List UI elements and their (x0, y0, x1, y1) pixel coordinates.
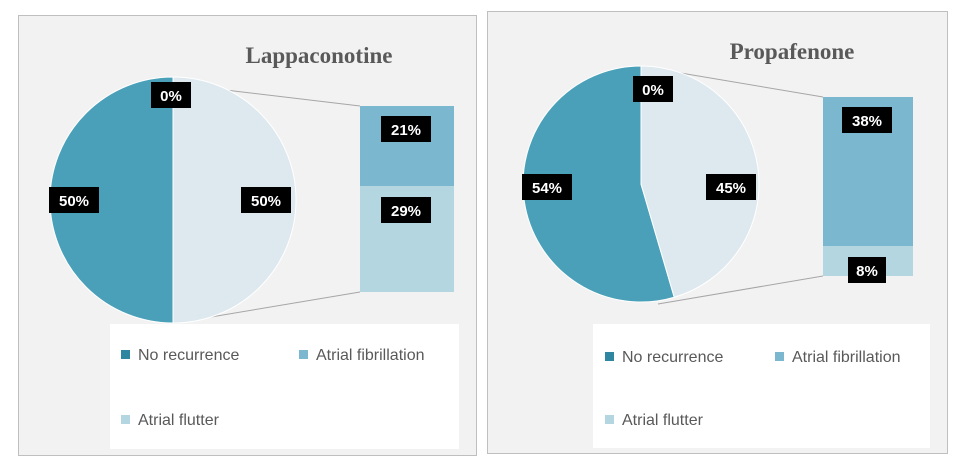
legend-item-no-recurrence: No recurrence (605, 349, 723, 366)
data-label-recurrence: 45% (706, 174, 756, 200)
data-label-text: 0% (160, 88, 182, 105)
data-label-text: 45% (716, 180, 746, 197)
legend-label: Atrial flutter (138, 412, 220, 429)
legend-item-no-recurrence: No recurrence (121, 347, 239, 364)
pie-of-bar-chart-propafenone: Propafenone 54% 45% 0% 38% 8% (522, 39, 930, 448)
legend-label: No recurrence (138, 347, 239, 364)
pie-slice-no-recurrence (522, 65, 675, 303)
legend-item-atrial-flutter: Atrial flutter (121, 412, 220, 429)
pie-slice-recurrence (172, 76, 297, 324)
legend-swatch (121, 415, 130, 424)
chart-title: Propafenone (730, 39, 855, 64)
legend-label: Atrial fibrillation (792, 349, 900, 366)
connector-line-bottom (657, 275, 824, 305)
legend-box (593, 324, 930, 448)
data-label-text: 21% (391, 122, 421, 139)
data-label-recurrence: 50% (241, 187, 291, 213)
legend-swatch (605, 352, 614, 361)
data-label-text: 8% (856, 263, 878, 280)
data-label-atrial-flutter: 29% (381, 197, 431, 223)
data-label-text: 0% (642, 82, 664, 99)
data-label-atrial-fibrillation: 21% (381, 116, 431, 142)
data-label-atrial-flutter: 8% (848, 257, 886, 283)
legend-item-atrial-fibrillation: Atrial fibrillation (299, 347, 424, 364)
data-label-text: 50% (251, 193, 281, 210)
data-label-no-recurrence: 54% (522, 174, 572, 200)
legend-label: Atrial fibrillation (316, 347, 424, 364)
legend-swatch (775, 352, 784, 361)
legend-item-atrial-fibrillation: Atrial fibrillation (775, 349, 900, 366)
data-label-text: 38% (852, 113, 882, 130)
chart-panel-propafenone: Propafenone 54% 45% 0% 38% 8% (487, 11, 948, 454)
pie-of-bar-chart-lappaconotine: Lappaconotine 50% 50% 0% 21% (49, 43, 459, 449)
data-label-atrial-fibrillation: 38% (842, 107, 892, 133)
legend-item-atrial-flutter: Atrial flutter (605, 412, 704, 429)
legend-swatch (299, 350, 308, 359)
legend-label: No recurrence (622, 349, 723, 366)
data-label-text: 54% (532, 180, 562, 197)
chart-panel-lappaconotine: Lappaconotine 50% 50% 0% 21% (18, 15, 477, 456)
legend-swatch (121, 350, 130, 359)
data-label-text: 50% (59, 193, 89, 210)
data-label-zero: 0% (151, 82, 191, 108)
legend-box (110, 324, 459, 449)
pie (49, 76, 297, 324)
pie-slice-recurrence (640, 65, 760, 298)
data-label-text: 29% (391, 203, 421, 220)
pie (522, 65, 760, 303)
chart-title: Lappaconotine (246, 43, 393, 68)
legend-label: Atrial flutter (622, 412, 704, 429)
data-label-no-recurrence: 50% (49, 187, 99, 213)
legend-swatch (605, 415, 614, 424)
data-label-zero: 0% (633, 76, 673, 102)
